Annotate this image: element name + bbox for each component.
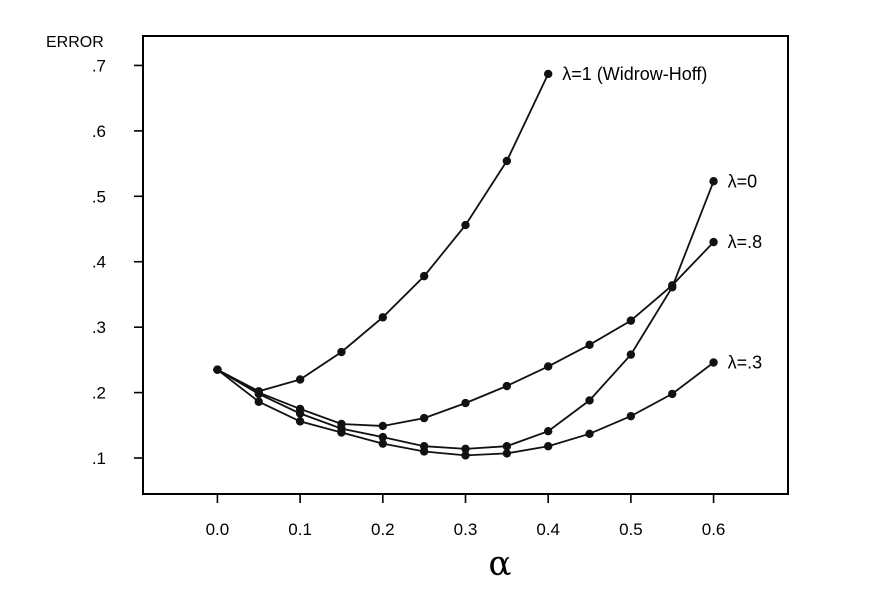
y-tick-label: .7 [92,56,106,75]
data-point [295,375,305,384]
data-point [626,350,636,359]
data-point [502,156,512,166]
data-point [502,442,512,451]
data-point [668,389,677,399]
x-tick-label: 0.0 [206,520,230,539]
data-point [543,69,553,79]
series-label: λ=0 [728,171,758,191]
data-point [502,381,512,391]
data-point [254,388,263,397]
x-tick-label: 0.2 [371,520,395,539]
series-label: λ=.3 [728,352,763,372]
x-tick-label: 0.3 [454,520,478,539]
data-point [337,428,346,437]
y-tick-label: .5 [92,187,106,206]
y-tick-label: .4 [92,253,106,272]
x-tick-label: 0.1 [288,520,312,539]
series-line [216,241,715,427]
data-point [378,439,388,448]
data-point [419,447,429,456]
x-axis-label: α [489,544,512,584]
y-axis-label: ERROR [46,34,104,51]
data-point [709,177,718,186]
data-point [461,451,470,460]
data-point [378,313,388,322]
data-point [626,411,636,421]
y-tick-label: .6 [92,122,106,141]
data-point [461,398,470,408]
data-point [668,281,677,290]
data-point [543,362,553,371]
y-axis-ticks: .1 .2 .3 .4 .5 .6 .7 [92,56,143,468]
data-point [626,316,636,325]
series-line [216,73,550,393]
x-tick-label: 0.5 [619,520,643,539]
x-tick-label: 0.6 [702,520,726,539]
data-point [213,365,222,374]
data-point [543,426,553,436]
data-point [378,421,388,431]
data-point [337,419,346,429]
series-1: λ=0 [213,171,758,454]
data-point [543,442,553,451]
data-point [419,271,429,281]
series-label: λ=1 (Widrow-Hoff) [562,64,707,84]
series-group: λ=1 (Widrow-Hoff) λ=0 λ=.8 λ=.3 [213,64,762,460]
x-axis-ticks: 0.0 0.1 0.2 0.3 0.4 0.5 0.6 [206,494,726,539]
data-point [295,417,305,426]
y-tick-label: .1 [92,449,106,468]
data-point [585,429,594,439]
data-point [337,347,346,357]
series-label: λ=.8 [728,232,763,252]
data-point [585,340,594,350]
data-point [585,396,594,405]
data-point [378,432,388,442]
data-point [419,413,429,423]
data-point [461,220,470,230]
data-point [709,358,718,367]
data-point [502,449,512,458]
data-point [461,444,470,454]
x-tick-label: 0.4 [536,520,560,539]
data-point [709,237,718,247]
data-point [254,397,263,406]
series-2: λ=.8 [213,232,763,431]
data-point [295,404,305,414]
series-0: λ=1 (Widrow-Hoff) [213,64,707,396]
y-tick-label: .2 [92,384,106,403]
y-tick-label: .3 [92,318,106,337]
series-3: λ=.3 [213,352,763,460]
